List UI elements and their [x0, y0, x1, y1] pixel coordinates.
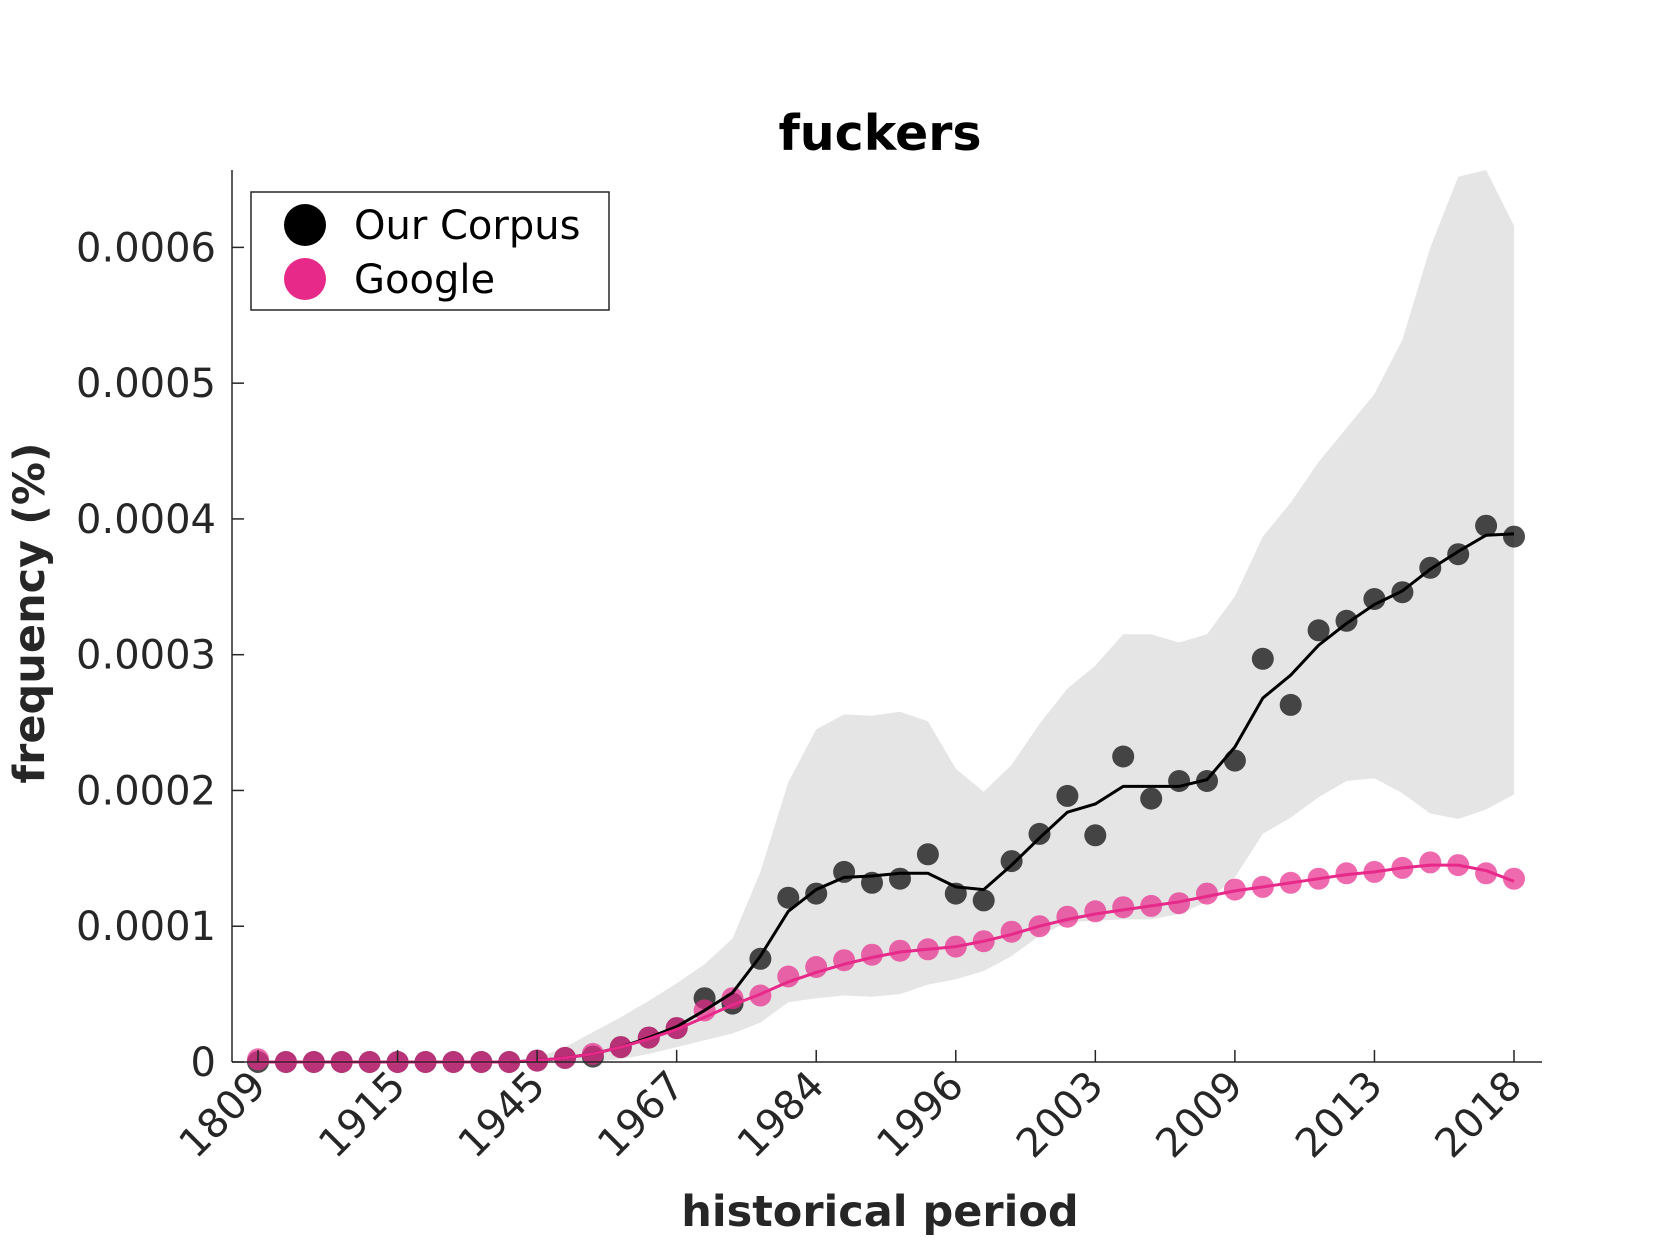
y-tick-label: 0	[191, 1040, 216, 1086]
legend-marker-google	[284, 258, 326, 300]
our-corpus-point	[1251, 647, 1274, 670]
our-corpus-point	[889, 867, 911, 890]
y-tick-label: 0.0003	[76, 633, 216, 679]
our-corpus-point	[1000, 850, 1023, 873]
our-corpus-point	[777, 886, 800, 909]
y-tick-label: 0.0002	[76, 768, 216, 814]
x-tick-label: 1809	[171, 1063, 276, 1168]
x-tick-label: 2003	[1008, 1063, 1113, 1168]
x-tick-label: 1945	[450, 1063, 555, 1168]
x-tick-label: 2009	[1147, 1063, 1252, 1168]
x-tick-label: 1915	[310, 1063, 415, 1168]
our-corpus-point	[1056, 784, 1079, 807]
our-corpus-point	[1363, 588, 1386, 610]
x-tick-label: 1967	[589, 1063, 694, 1168]
legend: Our Corpus Google	[250, 191, 610, 311]
google-point	[1084, 900, 1107, 923]
x-tick-label: 2013	[1287, 1063, 1392, 1168]
our-corpus-point	[1503, 525, 1525, 548]
x-tick-label: 2018	[1427, 1063, 1532, 1168]
y-tick-label: 0.0004	[76, 497, 216, 543]
legend-label-our-corpus: Our Corpus	[354, 203, 580, 249]
plot-area	[247, 170, 1525, 1073]
our-corpus-point	[1140, 787, 1163, 810]
our-corpus-point	[1168, 770, 1191, 792]
legend-label-google: Google	[354, 257, 495, 303]
y-tick-label: 0.0005	[76, 361, 216, 407]
our-corpus-point	[1475, 514, 1498, 537]
legend-marker-our-corpus	[284, 204, 326, 246]
google-point	[1475, 862, 1498, 885]
our-corpus-point	[916, 843, 939, 866]
google-point	[1503, 867, 1525, 890]
our-corpus-point	[1084, 824, 1107, 847]
x-tick-label: 1996	[868, 1063, 973, 1168]
google-point	[1196, 882, 1218, 905]
y-axis-label: frequency (%)	[5, 442, 55, 783]
our-corpus-point	[1223, 749, 1246, 772]
confidence-band	[258, 170, 1514, 1062]
google-point	[777, 965, 800, 988]
y-tick-label: 0.0001	[76, 904, 216, 950]
chart-title: fuckers	[778, 105, 981, 162]
our-corpus-point	[972, 889, 995, 912]
google-point	[805, 956, 828, 978]
our-corpus-point	[1028, 822, 1051, 845]
x-axis-label: historical period	[681, 1187, 1078, 1237]
google-point	[1112, 896, 1135, 919]
google-point	[1419, 851, 1442, 874]
our-corpus-point	[1112, 745, 1135, 768]
y-tick-label: 0.0006	[76, 225, 216, 271]
x-tick-label: 1984	[729, 1063, 834, 1168]
our-corpus-point	[1279, 693, 1302, 716]
our-corpus-point	[1307, 619, 1330, 642]
